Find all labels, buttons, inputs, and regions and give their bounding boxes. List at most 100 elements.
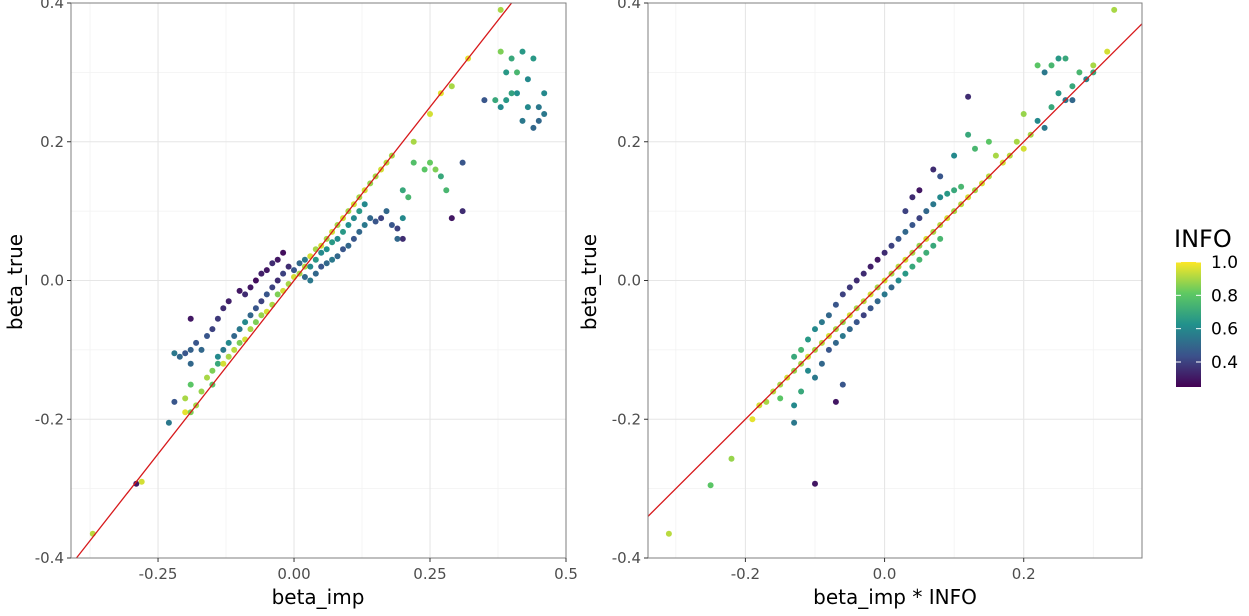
data-point xyxy=(530,55,537,62)
data-point xyxy=(818,319,825,326)
data-point xyxy=(923,208,930,215)
data-point xyxy=(329,256,336,263)
data-point xyxy=(187,381,194,388)
data-point xyxy=(427,111,433,117)
data-point xyxy=(1020,145,1027,152)
data-point xyxy=(182,395,189,402)
data-point xyxy=(432,166,439,173)
data-point xyxy=(209,326,216,333)
data-point xyxy=(951,187,958,194)
data-point xyxy=(187,346,194,353)
data-point xyxy=(209,367,216,374)
data-point xyxy=(874,298,881,305)
data-point xyxy=(846,284,853,291)
colorbar-ticks: 1.0 0.8 0.6 0.4 xyxy=(1176,253,1238,373)
data-point xyxy=(881,291,888,298)
data-point xyxy=(138,478,145,485)
panel-1-x-axis-label: beta_imp xyxy=(272,585,365,609)
y-tick-label: 0.0 xyxy=(617,272,641,290)
data-point xyxy=(965,131,972,138)
data-point xyxy=(274,277,281,284)
data-point xyxy=(193,339,200,346)
data-point xyxy=(514,90,520,97)
panel-1-y-axis-label: beta_true xyxy=(3,234,27,330)
data-point xyxy=(1034,62,1041,69)
data-point xyxy=(853,277,860,284)
data-point xyxy=(133,480,140,487)
data-point xyxy=(312,270,319,277)
data-point xyxy=(263,267,270,274)
panel-2-y-ticks: -0.4 -0.2 0.0 0.2 0.4 xyxy=(612,0,648,567)
data-point xyxy=(242,291,249,298)
x-tick-label: 0.2 xyxy=(1012,565,1036,583)
data-point xyxy=(252,319,259,326)
colorbar-legend: INFO 1.0 0.8 0.6 0.4 xyxy=(1174,225,1238,387)
data-point xyxy=(280,270,287,277)
data-point xyxy=(350,235,357,242)
data-point xyxy=(812,480,818,487)
data-point xyxy=(524,104,531,111)
colorbar-tick-label: 0.6 xyxy=(1211,320,1238,340)
y-tick-label: 0.2 xyxy=(617,133,641,151)
data-point xyxy=(839,333,846,339)
data-point xyxy=(318,263,325,270)
data-point xyxy=(247,326,254,333)
data-point xyxy=(340,228,346,235)
panel-1-y-ticks: -0.4 -0.2 0.0 0.2 0.4 xyxy=(35,0,71,567)
data-point xyxy=(777,395,784,402)
data-point xyxy=(334,253,341,260)
panel-2-x-axis-label: beta_imp * INFO xyxy=(813,585,977,609)
data-point xyxy=(846,326,853,333)
y-tick-label: 0.4 xyxy=(40,0,64,12)
data-point xyxy=(214,315,221,322)
x-tick-label: 0.00 xyxy=(277,565,310,583)
data-point xyxy=(874,256,881,263)
data-point xyxy=(909,194,916,201)
data-point xyxy=(187,315,194,322)
data-point xyxy=(242,319,249,326)
data-point xyxy=(361,222,368,228)
data-point xyxy=(252,305,259,312)
data-point xyxy=(930,201,937,208)
data-point xyxy=(902,228,909,235)
data-point xyxy=(225,339,232,346)
data-point xyxy=(503,97,510,104)
data-point xyxy=(530,124,537,131)
data-point xyxy=(881,249,888,256)
data-point xyxy=(214,360,221,367)
data-point xyxy=(367,215,374,222)
data-point xyxy=(867,263,874,270)
data-point xyxy=(818,360,825,367)
y-tick-label: -0.2 xyxy=(612,410,641,428)
data-point xyxy=(1055,55,1062,62)
data-point xyxy=(958,183,965,190)
data-point xyxy=(1013,138,1020,145)
data-point xyxy=(1069,83,1076,90)
data-point xyxy=(895,277,902,284)
data-point xyxy=(247,312,254,319)
x-tick-label: 0.5 xyxy=(554,565,578,583)
data-point xyxy=(340,246,346,253)
data-point xyxy=(236,326,243,333)
data-point xyxy=(361,201,368,208)
data-point xyxy=(503,69,510,76)
data-point xyxy=(519,48,526,55)
data-point xyxy=(749,416,756,423)
colorbar-tick-label: 1.0 xyxy=(1211,253,1238,273)
data-point xyxy=(1020,111,1027,117)
data-point xyxy=(492,97,499,104)
data-point xyxy=(1055,90,1062,97)
data-point xyxy=(345,242,352,249)
data-point xyxy=(269,284,276,291)
y-tick-label: -0.2 xyxy=(35,410,64,428)
data-point xyxy=(992,152,999,159)
data-point xyxy=(187,360,194,367)
data-point xyxy=(220,360,227,367)
data-point xyxy=(1111,6,1118,13)
data-point xyxy=(1034,117,1041,124)
data-point xyxy=(459,208,466,215)
data-point xyxy=(791,402,798,409)
data-point xyxy=(853,319,860,326)
data-point xyxy=(448,83,455,90)
data-point xyxy=(832,301,839,308)
